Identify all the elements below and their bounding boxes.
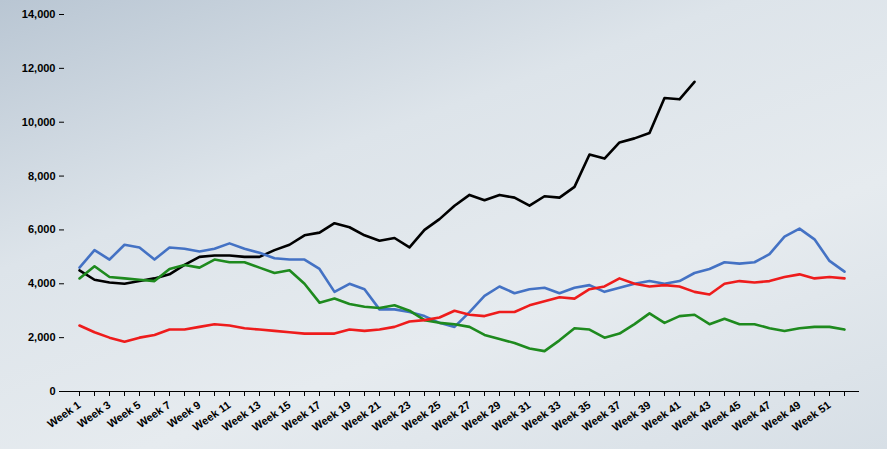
svg-text:4,000: 4,000	[28, 277, 56, 289]
svg-text:10,000: 10,000	[22, 116, 56, 128]
svg-text:Week 29: Week 29	[459, 398, 503, 434]
svg-text:Week 21: Week 21	[339, 398, 383, 434]
svg-text:Week 19: Week 19	[309, 398, 353, 434]
svg-text:Week 11: Week 11	[190, 398, 233, 434]
svg-text:Week 43: Week 43	[669, 398, 713, 434]
svg-text:12,000: 12,000	[22, 62, 56, 74]
svg-text:Week 47: Week 47	[729, 398, 773, 434]
svg-text:Week 5: Week 5	[105, 398, 143, 429]
svg-text:Week 9: Week 9	[164, 398, 203, 430]
svg-text:Week 13: Week 13	[219, 398, 263, 434]
svg-text:Week 7: Week 7	[135, 398, 173, 429]
svg-text:14,000: 14,000	[22, 8, 56, 20]
svg-text:2,000: 2,000	[28, 331, 56, 343]
svg-text:Week 37: Week 37	[579, 398, 623, 434]
svg-text:Week 39: Week 39	[609, 398, 653, 434]
svg-text:Week 51: Week 51	[790, 398, 833, 433]
svg-text:Week 1: Week 1	[45, 398, 83, 429]
svg-text:Week 33: Week 33	[519, 398, 563, 434]
svg-text:Week 45: Week 45	[699, 398, 743, 434]
svg-text:Week 35: Week 35	[549, 398, 593, 434]
svg-text:Week 3: Week 3	[75, 398, 113, 429]
svg-text:Week 41: Week 41	[639, 398, 683, 434]
svg-text:0: 0	[49, 385, 55, 397]
svg-text:8,000: 8,000	[28, 170, 56, 182]
svg-text:6,000: 6,000	[28, 223, 56, 235]
svg-text:Week 31: Week 31	[489, 398, 533, 434]
svg-text:Week 25: Week 25	[399, 398, 443, 434]
svg-text:Week 49: Week 49	[759, 398, 803, 434]
svg-text:Week 27: Week 27	[429, 398, 473, 434]
svg-text:Week 17: Week 17	[279, 398, 323, 434]
svg-text:Week 15: Week 15	[249, 398, 293, 434]
svg-text:Week 23: Week 23	[369, 398, 413, 434]
